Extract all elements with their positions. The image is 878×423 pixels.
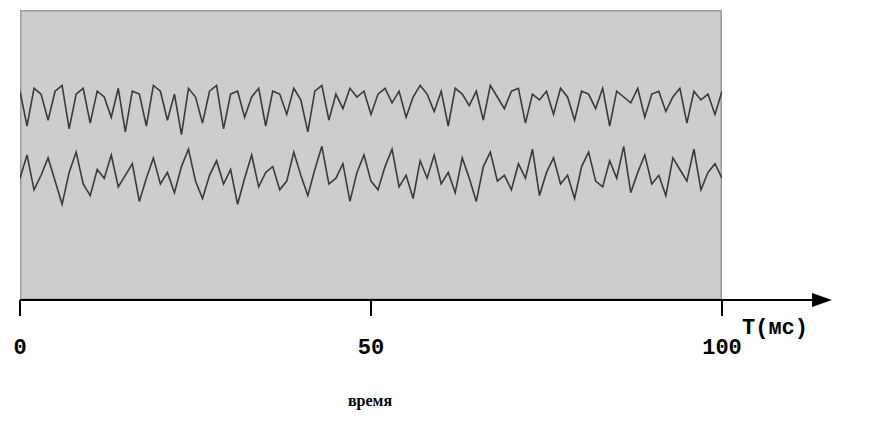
html-text:время: время <box>347 392 393 409</box>
svg-text:50: 50 <box>358 336 384 361</box>
svg-text:100: 100 <box>702 336 742 361</box>
html-text:T(мс): T(мс) <box>742 316 808 341</box>
svg-text:0: 0 <box>13 336 26 361</box>
